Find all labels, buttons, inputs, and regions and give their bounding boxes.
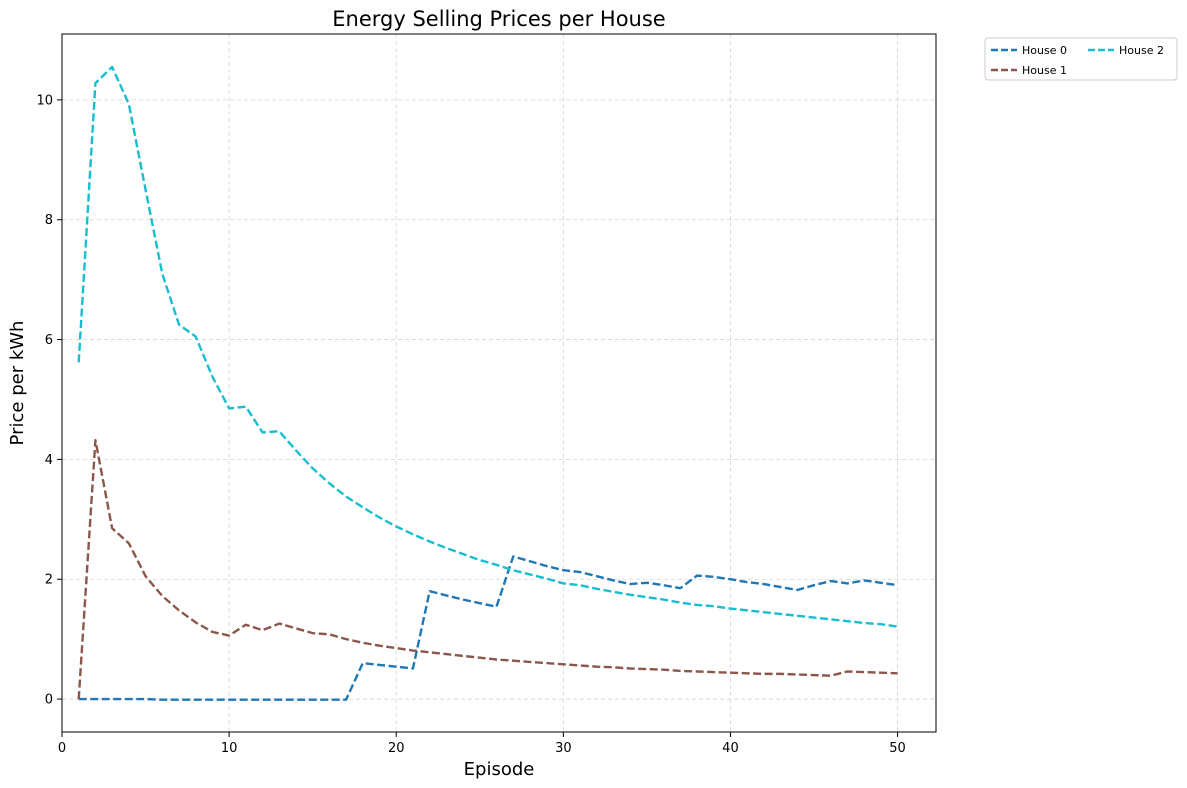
series-line-house-0	[78, 555, 898, 701]
legend-item: House 2	[1088, 44, 1164, 57]
x-axis-title: Episode	[464, 759, 535, 780]
x-tick-label: 0	[58, 741, 66, 756]
legend-label: House 0	[1022, 44, 1067, 57]
y-tick-label: 8	[45, 213, 53, 228]
x-tick-label: 40	[722, 741, 739, 756]
y-axis-ticks: 0 2 4 6 8 10	[36, 93, 62, 708]
x-axis-ticks: 0 10 20 30 40 50	[58, 732, 906, 756]
y-tick-label: 0	[45, 693, 53, 708]
x-tick-label: 20	[388, 741, 405, 756]
x-tick-label: 50	[889, 741, 906, 756]
chart-title: Energy Selling Prices per House	[332, 7, 665, 31]
x-tick-label: 10	[221, 741, 238, 756]
series-line-house-1	[77, 439, 898, 700]
plot-area-frame	[61, 33, 937, 733]
legend: House 0 House 1 House 2	[984, 37, 1178, 81]
grid-lines	[61, 34, 936, 732]
y-tick-label: 4	[45, 453, 53, 468]
x-tick-label: 30	[555, 741, 572, 756]
y-axis-title: Price per kWh	[7, 321, 28, 446]
y-tick-label: 2	[45, 573, 53, 588]
y-tick-label: 10	[36, 93, 53, 108]
legend-item: House 1	[991, 64, 1067, 77]
series-line-house-2	[77, 65, 898, 628]
legend-label: House 1	[1022, 64, 1067, 77]
y-tick-label: 6	[45, 333, 53, 348]
legend-item: House 0	[991, 44, 1067, 57]
series-lines	[77, 65, 898, 701]
legend-frame	[984, 37, 1178, 81]
legend-label: House 2	[1119, 44, 1164, 57]
